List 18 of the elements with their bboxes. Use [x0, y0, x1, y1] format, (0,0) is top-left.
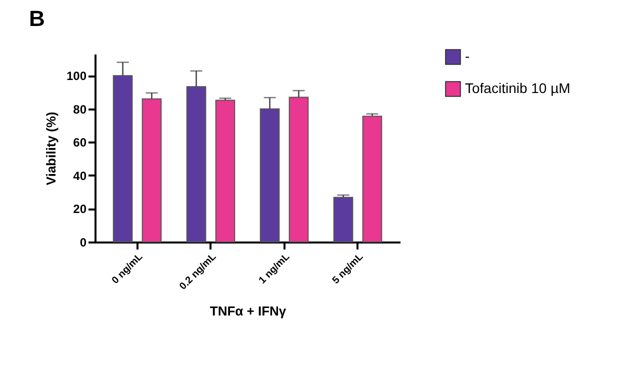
y-tick-label: 0 — [80, 236, 87, 250]
bar — [362, 116, 382, 242]
y-tick-label: 100 — [66, 69, 87, 84]
bar — [260, 108, 280, 242]
bar — [112, 75, 133, 242]
bar — [142, 98, 162, 242]
bar — [288, 96, 309, 242]
bar — [215, 100, 236, 242]
y-tick-label: 20 — [73, 202, 87, 216]
legend-label: - — [465, 48, 470, 64]
legend-label: Tofacitinib 10 µM — [465, 80, 570, 96]
bar — [186, 86, 206, 242]
y-tick-label: 40 — [73, 168, 87, 183]
y-tick-label: 60 — [73, 136, 87, 150]
y-axis-title: Viability (%) — [43, 112, 58, 186]
x-axis-title: TNFα + IFNγ — [210, 304, 287, 319]
y-tick-label: 80 — [73, 102, 87, 116]
chart-title: B — [28, 6, 45, 31]
